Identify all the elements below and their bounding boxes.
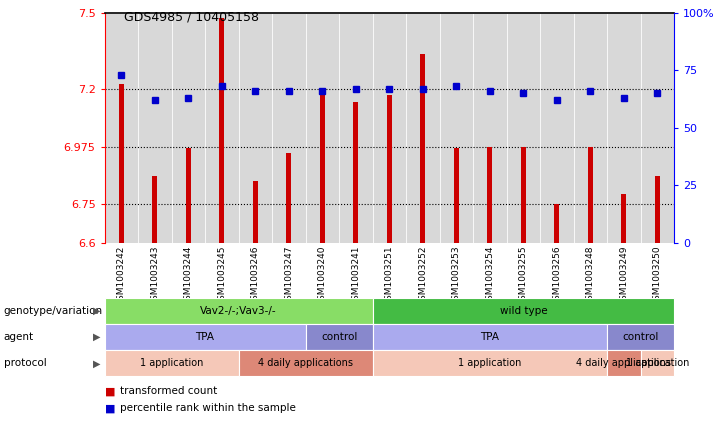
Bar bbox=[119, 84, 124, 243]
Bar bbox=[138, 13, 172, 243]
Text: ■: ■ bbox=[105, 386, 115, 396]
Bar bbox=[105, 13, 138, 243]
Bar bbox=[239, 13, 272, 243]
Bar bbox=[554, 204, 559, 243]
Bar bbox=[219, 18, 224, 243]
Bar bbox=[574, 13, 607, 243]
Text: wild type: wild type bbox=[500, 306, 547, 316]
Bar bbox=[540, 13, 574, 243]
Text: ▶: ▶ bbox=[94, 306, 101, 316]
Text: GDS4985 / 10405158: GDS4985 / 10405158 bbox=[123, 11, 259, 24]
Bar bbox=[272, 13, 306, 243]
Bar bbox=[641, 13, 674, 243]
Text: 1 application: 1 application bbox=[458, 358, 521, 368]
Bar bbox=[420, 54, 425, 243]
Text: agent: agent bbox=[4, 332, 34, 342]
Text: 4 daily applications: 4 daily applications bbox=[576, 358, 671, 368]
Bar bbox=[588, 147, 593, 243]
Bar bbox=[353, 102, 358, 243]
Bar bbox=[205, 13, 239, 243]
Bar bbox=[253, 181, 258, 243]
Text: TPA: TPA bbox=[480, 332, 500, 342]
Text: protocol: protocol bbox=[4, 358, 46, 368]
Text: TPA: TPA bbox=[195, 332, 215, 342]
Text: Vav2-/-;Vav3-/-: Vav2-/-;Vav3-/- bbox=[200, 306, 277, 316]
Bar bbox=[373, 13, 406, 243]
Text: ■: ■ bbox=[105, 403, 115, 413]
Bar bbox=[487, 147, 492, 243]
Bar bbox=[454, 148, 459, 243]
Bar bbox=[607, 13, 641, 243]
Text: control: control bbox=[622, 332, 659, 342]
Bar bbox=[655, 176, 660, 243]
Bar bbox=[406, 13, 440, 243]
Bar bbox=[186, 148, 191, 243]
Bar bbox=[172, 13, 205, 243]
Text: transformed count: transformed count bbox=[120, 386, 218, 396]
Text: 1 application: 1 application bbox=[140, 358, 203, 368]
Text: 1 application: 1 application bbox=[626, 358, 689, 368]
Text: ▶: ▶ bbox=[94, 358, 101, 368]
Bar bbox=[306, 13, 339, 243]
Text: genotype/variation: genotype/variation bbox=[4, 306, 102, 316]
Bar bbox=[473, 13, 507, 243]
Bar bbox=[521, 147, 526, 243]
Bar bbox=[152, 176, 157, 243]
Bar bbox=[387, 94, 392, 243]
Text: 4 daily applications: 4 daily applications bbox=[258, 358, 353, 368]
Text: control: control bbox=[321, 332, 358, 342]
Bar bbox=[320, 92, 325, 243]
Text: percentile rank within the sample: percentile rank within the sample bbox=[120, 403, 296, 413]
Bar bbox=[622, 194, 627, 243]
Text: ▶: ▶ bbox=[94, 332, 101, 342]
Bar bbox=[339, 13, 373, 243]
Bar bbox=[507, 13, 540, 243]
Bar bbox=[440, 13, 473, 243]
Bar bbox=[286, 153, 291, 243]
